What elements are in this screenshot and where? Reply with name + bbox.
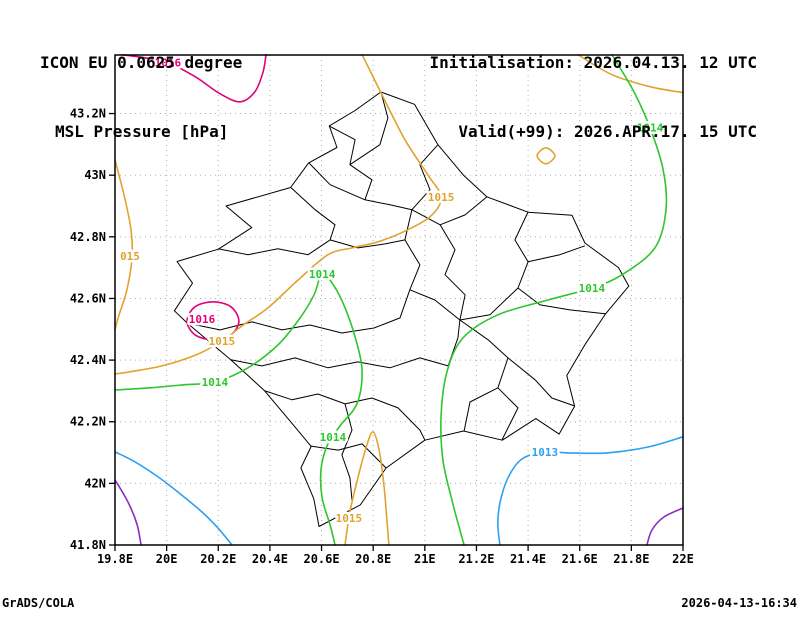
municipality-border (328, 125, 373, 200)
municipality-border (186, 289, 411, 334)
municipality-border (459, 319, 519, 441)
y-axis-label: 42N (84, 476, 106, 490)
country-border (173, 91, 630, 527)
x-axis-label: 21.4E (510, 552, 546, 566)
field-title: MSL Pressure [hPa] (55, 122, 229, 141)
municipality-border (364, 196, 488, 226)
y-axis-label: 42.2N (70, 415, 106, 429)
y-axis-label: 42.4N (70, 353, 106, 367)
municipality-border (507, 357, 575, 407)
x-axis-label: 21E (414, 552, 436, 566)
municipality-border (409, 287, 519, 321)
isobar-1015 (114, 54, 442, 375)
municipality-border (527, 245, 586, 263)
contour-lines (114, 54, 684, 546)
y-axis-label: 42.8N (70, 230, 106, 244)
municipality-border (341, 403, 353, 501)
x-axis-label: 20.8E (355, 552, 391, 566)
x-axis-label: 19.8E (97, 552, 133, 566)
municipality-border (349, 91, 389, 166)
municipality-border (308, 162, 366, 201)
model-title: ICON EU 0.0625 degree (40, 53, 243, 72)
isobar-1014 (114, 272, 363, 546)
x-axis-label: 20.4E (252, 552, 288, 566)
x-axis-label: 20.2E (200, 552, 236, 566)
contour-label: 1014 (202, 376, 229, 389)
plot-frame (114, 54, 684, 546)
y-axis-label: 41.8N (70, 538, 106, 552)
municipality-border (217, 239, 331, 256)
isobar-1016 (121, 54, 267, 103)
contour-label: 1015 (428, 191, 455, 204)
grads-credit: GrADS/COLA (2, 596, 75, 610)
x-axis-label: 21.2E (458, 552, 494, 566)
municipality-border (230, 319, 461, 369)
isobar-1015 (577, 54, 684, 94)
y-axis-label: 43N (84, 168, 106, 182)
isobar-1015 (536, 146, 556, 165)
y-axis-label: 43.2N (70, 107, 106, 121)
header-right: Initialisation: 2026.04.13. 12 UTC Valid… (429, 5, 757, 189)
municipality-border (463, 387, 499, 432)
municipality-border (310, 443, 387, 469)
header-left: ICON EU 0.0625 degree MSL Pressure [hPa] (40, 5, 242, 189)
municipality-border (329, 239, 405, 249)
x-axis-label: 22E (672, 552, 694, 566)
grid-lines (115, 55, 683, 545)
municipality-border (290, 187, 336, 241)
x-axis-label: 20E (156, 552, 178, 566)
contour-label: 1014 (637, 122, 664, 135)
isobar-1016 (186, 300, 240, 341)
isobar-1015 (114, 159, 134, 331)
valid-time: Valid(+99): 2026.APR.17. 15 UTC (458, 122, 757, 141)
contour-label: 1016 (155, 57, 182, 70)
municipality-border (411, 144, 439, 211)
isobar-1014 (440, 54, 668, 546)
contour-label: 1015 (209, 335, 236, 348)
x-axis-label: 21.8E (613, 552, 649, 566)
contour-label: 1015 (336, 512, 363, 525)
axis-ticks (109, 112, 684, 551)
isobar-line (114, 479, 142, 546)
isobar-1015 (344, 431, 390, 546)
creation-timestamp: 2026-04-13-16:34 (681, 596, 797, 610)
contour-label: 1016 (189, 313, 216, 326)
contour-label: 015 (120, 250, 140, 263)
contour-label: 1014 (309, 268, 336, 281)
contour-label: 1013 (532, 446, 559, 459)
map-borders (173, 91, 630, 527)
x-axis-label: 21.6E (562, 552, 598, 566)
municipality-border (404, 209, 421, 290)
municipality-border (439, 224, 466, 321)
contour-labels: 1016 1016 015 1015 1015 1015 1014 1014 1014 1014 1… (118, 54, 667, 527)
y-axis-label: 42.6N (70, 291, 106, 305)
isobar-line (646, 507, 684, 546)
x-axis-label: 20.6E (303, 552, 339, 566)
init-time: Initialisation: 2026.04.13. 12 UTC (429, 53, 757, 72)
axis-labels: 19.8E 20E 20.2E 20.4E 20.6E 20.8E 21E 21.2E 21.4… (70, 107, 694, 566)
isobar-1013 (114, 451, 233, 546)
contour-label: 1014 (320, 431, 347, 444)
isobar-1013 (497, 436, 684, 546)
contour-label: 1014 (579, 282, 606, 295)
